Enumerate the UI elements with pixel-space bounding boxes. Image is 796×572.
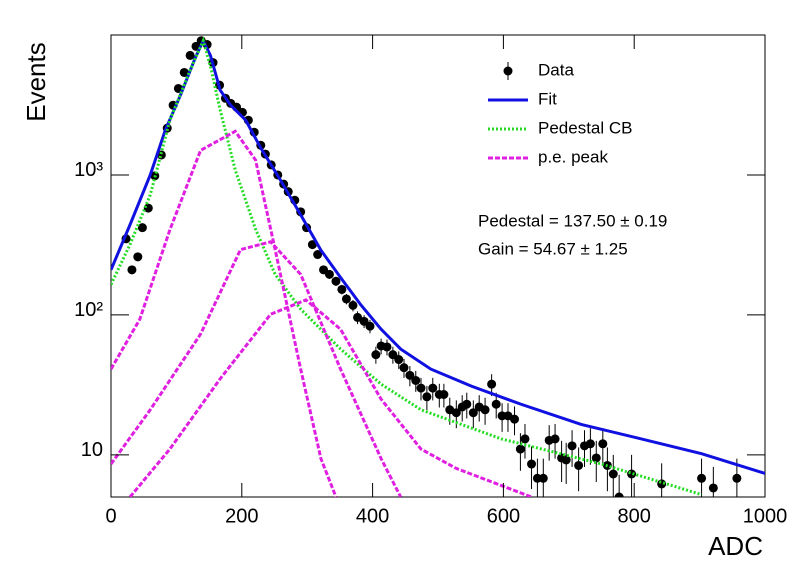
data-point — [143, 203, 153, 213]
data-point — [382, 342, 392, 352]
y-axis-title: Events — [21, 42, 51, 122]
legend-label: p.e. peak — [538, 147, 608, 166]
data-point — [697, 473, 707, 483]
data-point — [468, 408, 478, 418]
x-axis-title: ADC — [708, 531, 763, 561]
data-point — [550, 434, 560, 444]
data-point — [313, 250, 323, 260]
curve — [128, 298, 533, 497]
data-point — [365, 321, 375, 331]
data-point — [324, 269, 334, 279]
data-point — [491, 399, 501, 409]
annotation: Pedestal = 137.50 ± 0.19 — [478, 211, 667, 230]
x-tick-label: 800 — [618, 505, 651, 527]
data-point — [538, 473, 548, 483]
data-point — [591, 453, 601, 463]
annotation: Gain = 54.67 ± 1.25 — [478, 239, 628, 258]
curve — [111, 240, 403, 497]
data-point — [127, 265, 137, 275]
data-point — [527, 459, 537, 469]
data-point — [405, 370, 415, 380]
data-point — [416, 383, 426, 393]
data-point — [462, 399, 472, 409]
x-tick-label: 0 — [105, 505, 116, 527]
data-point — [337, 284, 347, 294]
data-point — [708, 483, 718, 493]
x-tick-label: 600 — [487, 505, 520, 527]
x-tick-label: 1000 — [743, 505, 788, 527]
data-point — [574, 460, 584, 470]
data-point — [353, 312, 363, 322]
x-tick-label: 200 — [225, 505, 258, 527]
legend-marker — [503, 66, 513, 76]
y-tick-label: 10³ — [74, 159, 103, 181]
data-point — [179, 67, 189, 77]
data-point — [480, 405, 490, 415]
data-point — [331, 276, 341, 286]
data-point — [614, 492, 624, 497]
data-point — [137, 223, 147, 233]
data-point — [487, 379, 497, 389]
data-point — [608, 469, 618, 479]
data-point — [422, 392, 432, 402]
data-point — [520, 434, 530, 444]
data-point — [399, 363, 409, 373]
data-point — [394, 355, 404, 365]
legend-label: Fit — [538, 89, 557, 108]
data-point — [185, 50, 195, 60]
y-tick-label: 10² — [74, 299, 103, 321]
data-point — [439, 389, 449, 399]
legend-label: Pedestal CB — [538, 118, 633, 137]
data-point — [307, 240, 317, 250]
data-point — [510, 414, 520, 424]
data-point — [411, 375, 421, 385]
data-point — [133, 252, 143, 262]
data-point — [428, 383, 438, 393]
plot-area — [111, 36, 765, 497]
legend-label: Data — [538, 60, 574, 79]
y-tick-label: 10 — [81, 439, 103, 461]
x-tick-label: 400 — [356, 505, 389, 527]
data-point — [585, 439, 595, 449]
data-point — [341, 294, 351, 304]
data-point — [561, 455, 571, 465]
data-point — [371, 350, 381, 360]
curve — [111, 129, 338, 497]
data-point — [515, 444, 525, 454]
data-point — [451, 408, 461, 418]
data-point — [598, 439, 608, 449]
data-point — [627, 469, 637, 479]
data-point — [348, 300, 358, 310]
data-point — [359, 316, 369, 326]
data-point — [732, 473, 742, 483]
curve — [111, 36, 703, 497]
data-point — [567, 441, 577, 451]
